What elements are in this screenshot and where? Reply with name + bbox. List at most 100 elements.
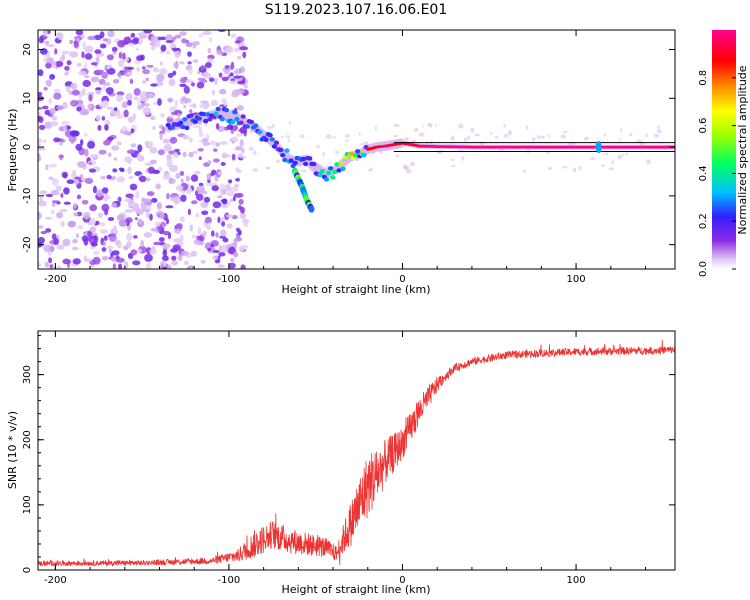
noise-blob: [159, 68, 168, 75]
branch-segment: [308, 205, 315, 213]
noise-blob: [182, 135, 190, 140]
noise-blob: [95, 189, 104, 197]
noise-blob: [218, 72, 223, 78]
noise-blob: [49, 264, 54, 269]
noise-blob: [231, 136, 238, 142]
noise-blob: [141, 197, 146, 203]
noise-blob: [190, 174, 199, 182]
noise-blob: [239, 46, 249, 51]
noise-blob: [183, 85, 190, 94]
noise-blob: [147, 92, 154, 98]
noise-blob: [167, 72, 174, 78]
x-tick-label: -100: [218, 575, 241, 586]
noise-blob: [53, 92, 62, 100]
noise-blob: [160, 113, 165, 118]
noise-blob: [103, 235, 108, 241]
noise-blob: [142, 103, 150, 107]
noise-blob: [118, 51, 123, 59]
noise-blob: [236, 227, 240, 232]
noise-blob: [143, 30, 153, 34]
noise-blob: [126, 233, 132, 241]
noise-blob: [196, 185, 206, 193]
noise-blob: [73, 179, 80, 185]
noise-blob: [204, 242, 213, 250]
noise-blob: [76, 106, 82, 112]
noise-blob: [165, 205, 174, 209]
noise-blob: [111, 250, 120, 256]
noise-blob: [50, 209, 55, 215]
y-tick-label: 100: [22, 495, 33, 514]
noise-blob: [140, 239, 144, 248]
noise-blob: [87, 104, 92, 109]
noise-blob: [145, 77, 149, 82]
noise-blob: [38, 69, 44, 77]
noise-blob: [76, 161, 86, 168]
colorbar-tick-label: 0.4: [698, 165, 709, 181]
noise-blob: [104, 124, 109, 131]
noise-blob: [138, 218, 143, 225]
noise-blob: [116, 91, 125, 96]
noise-blob: [214, 77, 219, 86]
noise-blob: [196, 193, 204, 201]
noise-blob: [132, 260, 141, 266]
noise-blob: [95, 56, 100, 65]
noise-blob: [360, 143, 363, 146]
spectrogram-frame: [37, 29, 676, 270]
ridge-segment: [244, 124, 250, 129]
noise-blob: [149, 213, 153, 221]
ridge-segment: [273, 140, 280, 145]
noise-blob: [142, 208, 151, 212]
noise-blob: [525, 125, 529, 130]
noise-blob: [142, 69, 151, 75]
noise-blob: [238, 205, 242, 210]
noise-blob: [169, 115, 174, 119]
noise-blob: [87, 230, 93, 238]
noise-blob: [332, 136, 336, 139]
noise-blob: [288, 138, 291, 142]
noise-blob: [130, 32, 136, 38]
noise-blob: [80, 139, 84, 146]
colorbar-tick-label: 0.6: [698, 118, 709, 134]
noise-blob: [202, 141, 211, 146]
noise-blob: [172, 70, 177, 76]
noise-blob: [38, 262, 42, 268]
noise-blob: [547, 134, 550, 138]
noise-blob: [157, 149, 165, 156]
noise-blob: [216, 50, 224, 56]
noise-blob: [184, 98, 192, 103]
ridge-segment: [317, 172, 323, 178]
noise-blob: [160, 44, 167, 52]
ridge-segment: [292, 160, 298, 166]
noise-blob: [215, 123, 220, 130]
noise-blob: [494, 135, 499, 139]
noise-blob: [101, 256, 109, 261]
noise-blob: [192, 150, 199, 154]
noise-blob: [233, 251, 238, 258]
ridge-spot: [595, 141, 602, 154]
noise-blob: [200, 201, 209, 209]
noise-blob: [457, 124, 464, 129]
ridge-segment: [182, 117, 188, 122]
noise-blob: [611, 160, 615, 165]
noise-blob: [301, 169, 307, 173]
x-tick-label: -100: [218, 274, 241, 285]
ridge-segment: [169, 125, 175, 130]
noise-blob: [125, 93, 133, 101]
noise-blob: [657, 129, 662, 133]
noise-blob: [136, 67, 140, 72]
noise-blob: [50, 121, 59, 127]
noise-blob: [204, 72, 212, 79]
noise-blob: [49, 74, 56, 80]
noise-blob: [264, 166, 271, 170]
noise-blob: [150, 45, 156, 51]
noise-blob: [173, 152, 179, 159]
noise-blob: [130, 249, 138, 256]
noise-blob: [369, 167, 373, 172]
noise-blob: [76, 62, 82, 67]
noise-blob: [150, 115, 156, 121]
noise-blob: [54, 48, 58, 55]
noise-blob: [101, 203, 110, 212]
noise-blob: [212, 255, 219, 261]
noise-blob: [225, 185, 232, 192]
noise-blob: [193, 239, 200, 245]
